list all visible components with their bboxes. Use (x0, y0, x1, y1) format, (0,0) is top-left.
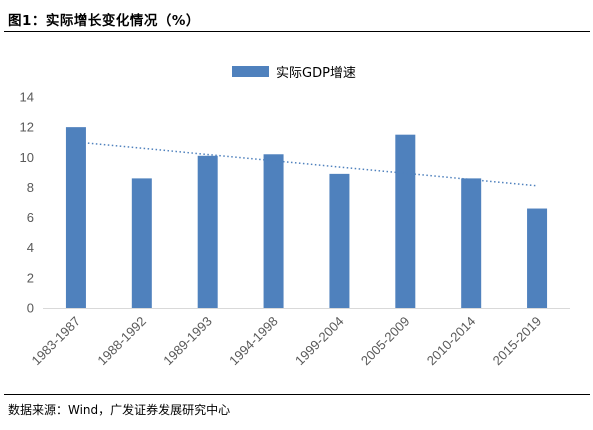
bar-1988-1992 (131, 178, 152, 308)
bar-2010-2014 (461, 178, 482, 308)
top-rule (4, 31, 590, 32)
x-axis: 1983-1987 1988-1992 1989-1993 1994-1998 1999… (28, 314, 544, 369)
x-tick-label: 1994-1998 (226, 314, 281, 369)
x-tick-label: 1988-1992 (94, 314, 149, 369)
trend-line (75, 141, 538, 187)
title-bar: 图1：实际增长变化情况（%） (0, 0, 593, 30)
x-tick-label: 2010-2014 (424, 314, 479, 369)
x-tick-label: 1989-1993 (160, 314, 215, 369)
x-tick-label: 2005-2009 (358, 314, 413, 369)
bar-1989-1993 (197, 155, 218, 308)
y-tick-label: 6 (27, 210, 34, 225)
legend-swatch (232, 66, 269, 77)
y-tick-label: 2 (27, 270, 34, 285)
y-tick-label: 14 (20, 90, 34, 105)
y-tick-label: 0 (27, 301, 34, 316)
bar-2015-2019 (527, 208, 548, 308)
bar-2005-2009 (395, 134, 416, 308)
bar-1999-2004 (329, 173, 350, 308)
x-tick-label: 1983-1987 (28, 314, 83, 369)
x-tick-label: 1999-2004 (292, 314, 347, 369)
x-tick-label: 2015-2019 (490, 314, 545, 369)
figure-title: 图1：实际增长变化情况（%） (8, 13, 200, 29)
bars (65, 127, 548, 309)
legend: 实际GDP增速 (232, 66, 356, 81)
y-tick-label: 4 (27, 240, 34, 255)
y-tick-label: 10 (20, 150, 34, 165)
legend-label: 实际GDP增速 (276, 66, 356, 81)
source-note: 数据来源：Wind，广发证券发展研究中心 (8, 403, 231, 417)
y-axis: 0 2 4 6 8 10 12 14 (20, 90, 34, 316)
bar-1983-1987 (65, 127, 86, 309)
bottom-rule (4, 394, 590, 395)
bar-1994-1998 (263, 154, 284, 308)
y-tick-label: 12 (20, 120, 34, 135)
y-tick-label: 8 (27, 180, 34, 195)
